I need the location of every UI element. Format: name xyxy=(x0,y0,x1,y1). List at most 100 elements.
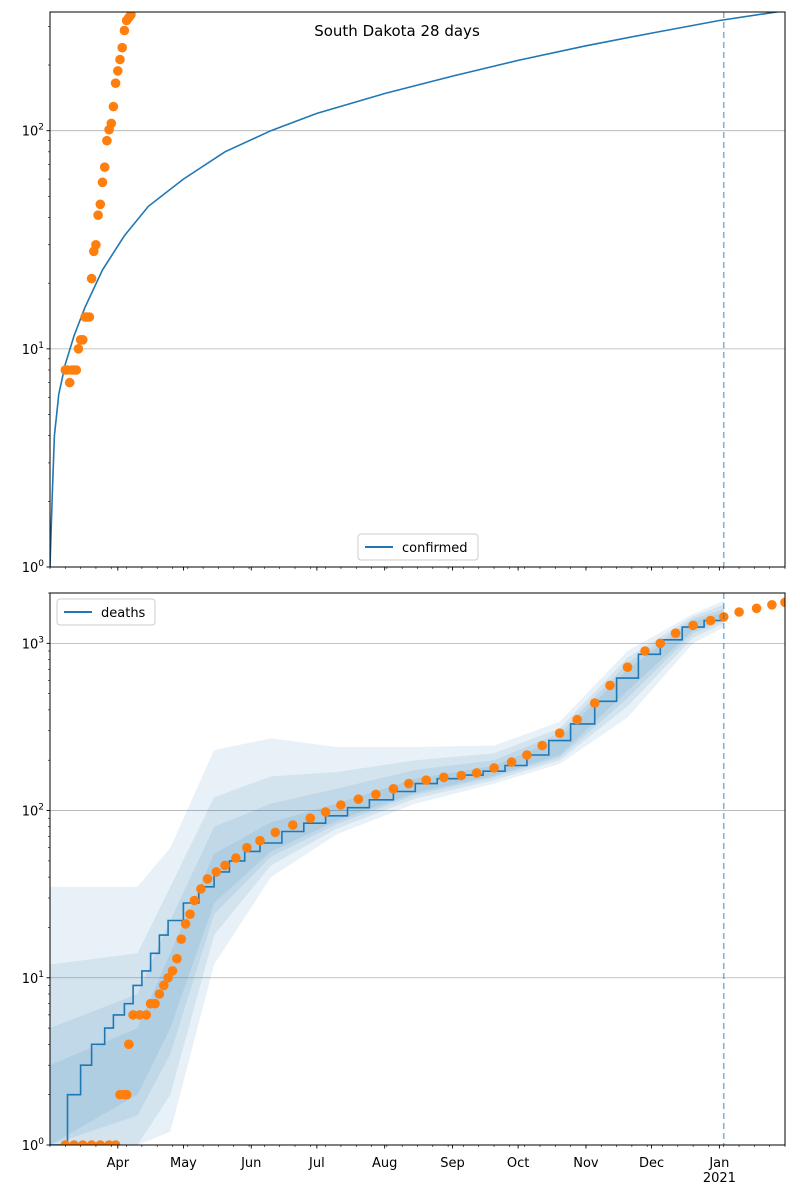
observed-point xyxy=(471,768,482,778)
chart-title: South Dakota 28 days xyxy=(314,22,480,40)
observed-point xyxy=(404,778,414,789)
deaths-lines xyxy=(50,615,725,1145)
observed-point xyxy=(655,638,666,649)
observed-point xyxy=(117,42,127,53)
observed-point xyxy=(572,714,582,725)
observed-point xyxy=(150,998,160,1009)
observed-point xyxy=(780,597,785,608)
confirmed-gridlines xyxy=(50,130,785,350)
observed-point xyxy=(439,772,449,783)
observed-point xyxy=(110,1140,121,1145)
deaths-legend: deaths xyxy=(56,598,156,626)
confirmed-legend: confirmed xyxy=(357,533,479,561)
observed-point xyxy=(97,177,108,188)
observed-point xyxy=(388,784,399,794)
observed-point xyxy=(537,740,547,751)
observed-point xyxy=(86,1140,97,1145)
observed-point xyxy=(456,770,467,781)
observed-point xyxy=(64,377,75,388)
x-tick-label: Jul xyxy=(308,1156,325,1171)
observed-point xyxy=(421,775,432,785)
observed-point xyxy=(154,989,165,999)
observed-point xyxy=(167,966,178,976)
observed-point xyxy=(84,312,95,322)
x-tick-label: 2021 xyxy=(703,1171,736,1186)
observed-point xyxy=(506,757,517,767)
observed-point xyxy=(86,273,97,284)
x-tick-label: Apr xyxy=(107,1156,130,1171)
observed-point xyxy=(522,750,532,760)
observed-point xyxy=(119,25,130,36)
observed-point xyxy=(124,1039,134,1050)
observed-point xyxy=(255,835,265,846)
x-tick-label: May xyxy=(170,1156,197,1171)
observed-point xyxy=(73,344,84,354)
observed-point xyxy=(705,615,716,626)
observed-point xyxy=(605,680,615,691)
confidence-band xyxy=(50,612,724,1145)
observed-point xyxy=(60,1140,71,1145)
observed-point xyxy=(734,607,744,617)
observed-point xyxy=(670,628,681,638)
observed-point xyxy=(554,728,565,738)
observed-point xyxy=(141,1010,152,1020)
observed-point xyxy=(110,78,121,88)
confidence-band xyxy=(50,600,724,1145)
legend-label-deaths: deaths xyxy=(101,606,146,621)
observed-point xyxy=(202,874,213,884)
x-tick-label: Sep xyxy=(440,1156,465,1171)
observed-point xyxy=(106,118,117,129)
observed-point xyxy=(622,662,633,672)
observed-point xyxy=(180,919,191,929)
observed-point xyxy=(95,199,106,210)
observed-point xyxy=(128,1010,138,1020)
observed-point xyxy=(336,800,346,810)
legend-box xyxy=(357,533,479,561)
observed-point xyxy=(640,646,650,656)
observed-point xyxy=(288,820,298,830)
observed-point xyxy=(751,603,762,614)
observed-point xyxy=(99,162,110,172)
legend-box xyxy=(56,598,156,626)
observed-point xyxy=(91,240,101,250)
observed-point xyxy=(134,1010,145,1020)
x-tick-label: Dec xyxy=(639,1156,664,1171)
confirmed-points xyxy=(60,12,136,388)
observed-point xyxy=(163,973,173,983)
observed-point xyxy=(242,842,252,853)
x-tick-label: Jun xyxy=(240,1156,261,1171)
x-tick-label: Aug xyxy=(372,1156,397,1171)
observed-point xyxy=(121,1089,132,1100)
observed-point xyxy=(305,813,316,823)
observed-point xyxy=(159,980,169,991)
observed-point xyxy=(113,66,123,76)
observed-point xyxy=(231,853,241,863)
observed-point xyxy=(489,763,499,773)
observed-point xyxy=(767,600,777,610)
observed-point xyxy=(69,1140,79,1145)
observed-point xyxy=(115,54,125,65)
observed-point xyxy=(353,794,364,804)
observed-point xyxy=(270,827,281,838)
observed-point xyxy=(189,895,200,906)
x-tick-label: Jan xyxy=(708,1156,729,1171)
observed-point xyxy=(78,1140,88,1145)
observed-point xyxy=(172,953,182,964)
observed-point xyxy=(589,698,600,708)
observed-point xyxy=(71,365,82,375)
confidence-band xyxy=(50,609,724,1145)
observed-point xyxy=(688,620,698,631)
observed-point xyxy=(220,860,230,871)
x-tick-label: Nov xyxy=(573,1156,599,1171)
x-tick-label: Oct xyxy=(507,1156,529,1171)
observed-point xyxy=(126,12,136,20)
observed-point xyxy=(196,884,206,894)
observed-point xyxy=(211,867,222,877)
observed-point xyxy=(102,135,112,146)
observed-point xyxy=(78,335,88,345)
deaths-points xyxy=(60,597,785,1145)
legend-label-confirmed: confirmed xyxy=(402,541,468,556)
